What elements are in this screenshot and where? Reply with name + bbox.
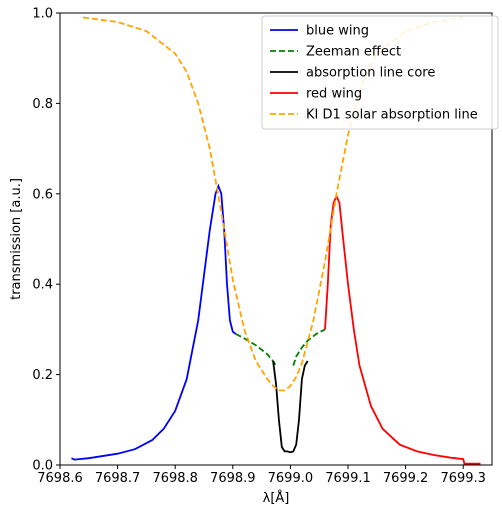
legend: blue wing Zeeman effect absorption line co…: [261, 15, 499, 130]
x-tick-label: 7698.6: [37, 471, 83, 486]
y-axis-label: transmission [a.u.]: [9, 178, 24, 300]
y-tick-label: 0.0: [32, 459, 53, 474]
x-tick-label: 7698.8: [152, 471, 198, 486]
legend-label: blue wing: [306, 24, 369, 39]
series-red-wing-line: [324, 193, 481, 465]
x-tick-label: 7699.2: [383, 471, 429, 486]
y-tick-label: 0.2: [32, 368, 53, 383]
x-tick-label: 7698.7: [95, 471, 141, 486]
legend-label: red wing: [306, 87, 362, 102]
x-tick-label: 7698.9: [210, 471, 256, 486]
series-absorption-line-core-line: [272, 360, 309, 454]
legend-box: [261, 15, 499, 130]
x-tick-label: 7699.3: [440, 471, 486, 486]
y-tick-label: 1.0: [32, 7, 53, 22]
series-zeeman-effect-line: [235, 333, 277, 367]
series-blue-wing-line: [71, 183, 237, 461]
y-tick-label: 0.6: [32, 187, 53, 202]
y-tick-label: 0.8: [32, 97, 53, 112]
x-axis-label: λ[Å]: [263, 490, 290, 506]
y-tick-label: 0.4: [32, 278, 53, 293]
x-tick-label: 7699.0: [268, 471, 314, 486]
series-zeeman-effect-line: [292, 328, 326, 366]
legend-label: Zeeman effect: [306, 45, 401, 60]
x-axis-ticks: 7698.6 7698.7 7698.8 7698.9 7699.0 7699.1 7699…: [37, 465, 486, 486]
x-tick-label: 7699.1: [325, 471, 371, 486]
legend-label: absorption line core: [306, 66, 435, 81]
plot-frame: [59, 12, 493, 466]
y-axis-ticks: 0.0 0.2 0.4 0.6 0.8 1.0: [32, 7, 60, 474]
legend-label: KI D1 solar absorption line: [306, 108, 478, 123]
